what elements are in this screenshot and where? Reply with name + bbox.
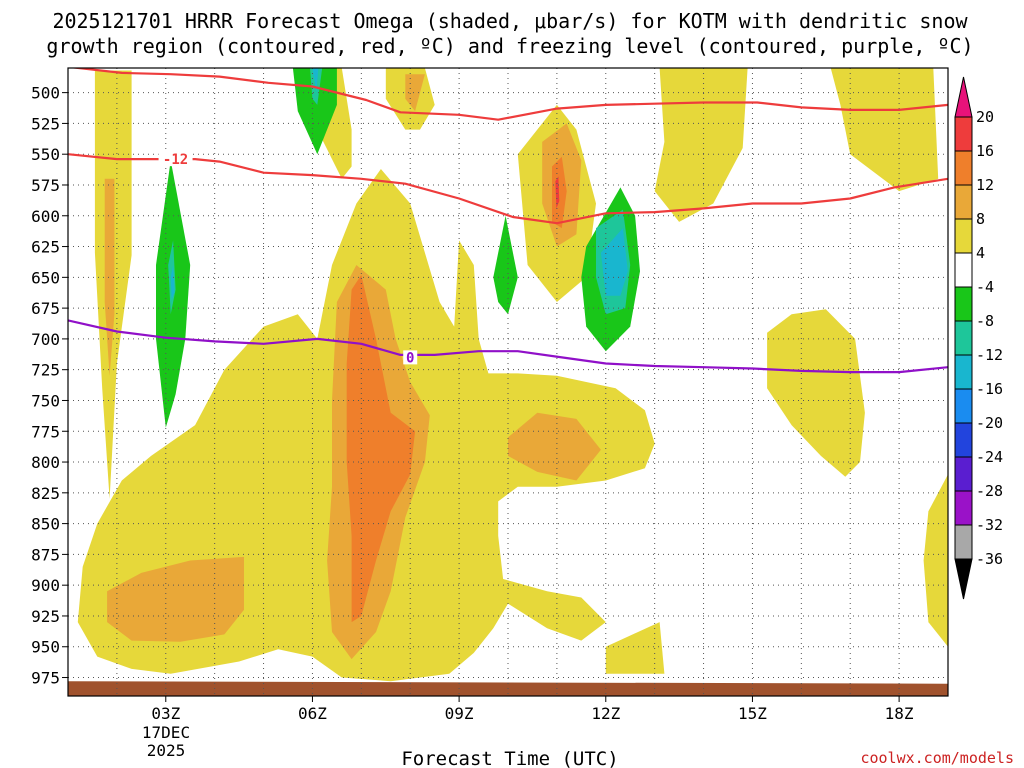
omega-minus12-16-shade-area-2	[600, 228, 628, 296]
title-line-2: growth region (contoured, red, ºC) and f…	[46, 34, 973, 58]
y-tick-label-625: 625	[31, 238, 60, 257]
colorbar-bin-8	[954, 388, 973, 424]
x-tick-label-06Z: 06Z	[298, 704, 327, 723]
omega-minus12-16-shade-area-0	[312, 68, 319, 93]
colorbar-tick-8: -16	[976, 380, 1003, 398]
freezing-level-0c-line	[68, 319, 948, 374]
omega-4-8-shade-area-5	[830, 68, 939, 192]
omega-minus12-16-shade	[170, 68, 628, 300]
colorbar-tick-12: -32	[976, 516, 1003, 534]
omega-minus12-16-shade-area-1	[170, 265, 175, 300]
x-tick-label-03Z: 03Z	[151, 704, 180, 723]
y-tick-label-650: 650	[31, 268, 60, 287]
pressure-axis: 500 525 550 575 600 625 650 675 700 725 750 775 800 8…	[31, 84, 68, 688]
colorbar-tick-13: -36	[976, 550, 1003, 568]
plot-frame	[67, 67, 949, 697]
omega-8-12-shade-area-5	[508, 412, 601, 481]
omega-minus4-8-shade-area-2	[493, 215, 518, 315]
y-tick-label-900: 900	[31, 576, 60, 595]
y-tick-label-850: 850	[31, 515, 60, 534]
date-label-year: 2025	[147, 741, 186, 760]
y-tick-label-825: 825	[31, 484, 60, 503]
y-tick-label-575: 575	[31, 176, 60, 195]
colorbar-bin-1	[954, 150, 973, 186]
colorbar-tick-4: 4	[976, 244, 985, 262]
y-tick-label-750: 750	[31, 391, 60, 410]
x-tick-label-12Z: 12Z	[591, 704, 620, 723]
colorbar-tick-0: 20	[976, 108, 994, 126]
y-tick-label-600: 600	[31, 207, 60, 226]
x-tick-label-15Z: 15Z	[738, 704, 767, 723]
freezing-level-0c-label: 0	[406, 350, 414, 366]
y-tick-label-875: 875	[31, 545, 60, 564]
colorbar-bin-10	[954, 456, 973, 492]
y-tick-label-500: 500	[31, 84, 60, 103]
omega-12-16-shade-area-1	[346, 274, 416, 623]
dgz-minus-12-lower-label-bg	[158, 152, 193, 167]
x-tick-label-09Z: 09Z	[445, 704, 474, 723]
colorbar-bin-7	[954, 354, 973, 390]
colorbar-bin-12	[954, 524, 973, 560]
colorbar-tick-5: -4	[976, 278, 994, 296]
colorbar-bin-4	[954, 252, 973, 288]
omega-16-20-shade-area-0	[555, 176, 560, 209]
y-tick-label-800: 800	[31, 453, 60, 472]
y-tick-label-950: 950	[31, 638, 60, 657]
colorbar-min-arrow	[954, 558, 973, 600]
y-tick-label-675: 675	[31, 299, 60, 318]
colorbar-tick-6: -8	[976, 312, 994, 330]
colorbar: 20 16 12 8 4 -4 -8 -12 -16 -20 -24 -28 -32 -36	[954, 76, 1003, 600]
colorbar-bin-6	[954, 320, 973, 356]
plot-area: -12 0	[67, 67, 949, 697]
omega-4-8-shade-area-7	[923, 474, 948, 647]
colorbar-bin-9	[954, 422, 973, 458]
colorbar-bin-2	[954, 184, 973, 220]
colorbar-tick-1: 16	[976, 142, 994, 160]
time-axis: 03Z 06Z 09Z 12Z 15Z 18Z	[151, 696, 914, 723]
colorbar-bin-0	[954, 116, 973, 152]
y-tick-label-725: 725	[31, 361, 60, 380]
title-line-1: 2025121701 HRRR Forecast Omega (shaded, …	[52, 9, 968, 33]
y-tick-label-550: 550	[31, 145, 60, 164]
omega-4-8-shade-area-8	[605, 622, 665, 674]
omega-4-8-shade-area-4	[654, 68, 748, 222]
colorbar-tick-9: -20	[976, 414, 1003, 432]
colorbar-bin-11	[954, 490, 973, 526]
colorbar-tick-7: -12	[976, 346, 1003, 364]
dgz-minus-12-upper-line	[68, 68, 948, 121]
y-tick-label-525: 525	[31, 114, 60, 133]
y-tick-label-700: 700	[31, 330, 60, 349]
gridlines	[68, 68, 948, 696]
contour-layer: -12 0	[68, 68, 948, 374]
colorbar-bin-5	[954, 286, 973, 322]
credit-link[interactable]: coolwx.com/models	[860, 749, 1014, 767]
omega-4-8-shade-area-6	[767, 309, 865, 477]
colorbar-tick-10: -24	[976, 448, 1003, 466]
omega-8-12-shade-area-3	[107, 556, 244, 642]
dgz-minus-12-lower-label: -12	[163, 152, 188, 168]
dgz-minus-12-lower-line	[68, 153, 948, 225]
freezing-level-0c-label-bg	[403, 350, 418, 365]
colorbar-tick-2: 12	[976, 176, 994, 194]
y-tick-label-975: 975	[31, 669, 60, 688]
colorbar-tick-11: -28	[976, 482, 1003, 500]
omega-12-16-shade	[346, 156, 567, 623]
y-tick-label-925: 925	[31, 607, 60, 626]
y-tick-label-775: 775	[31, 422, 60, 441]
x-tick-label-18Z: 18Z	[885, 704, 914, 723]
colorbar-max-arrow	[954, 76, 973, 118]
colorbar-tick-3: 8	[976, 210, 985, 228]
omega-8-12-shade-area-0	[104, 178, 115, 376]
omega-16-20-shade	[555, 176, 560, 209]
x-axis-label: Forecast Time (UTC)	[401, 748, 618, 768]
omega-12-16-shade-area-0	[552, 156, 567, 229]
date-label-day: 17DEC	[142, 723, 190, 742]
chart-title: 2025121701 HRRR Forecast Omega (shaded, …	[46, 9, 973, 58]
colorbar-bin-3	[954, 218, 973, 254]
